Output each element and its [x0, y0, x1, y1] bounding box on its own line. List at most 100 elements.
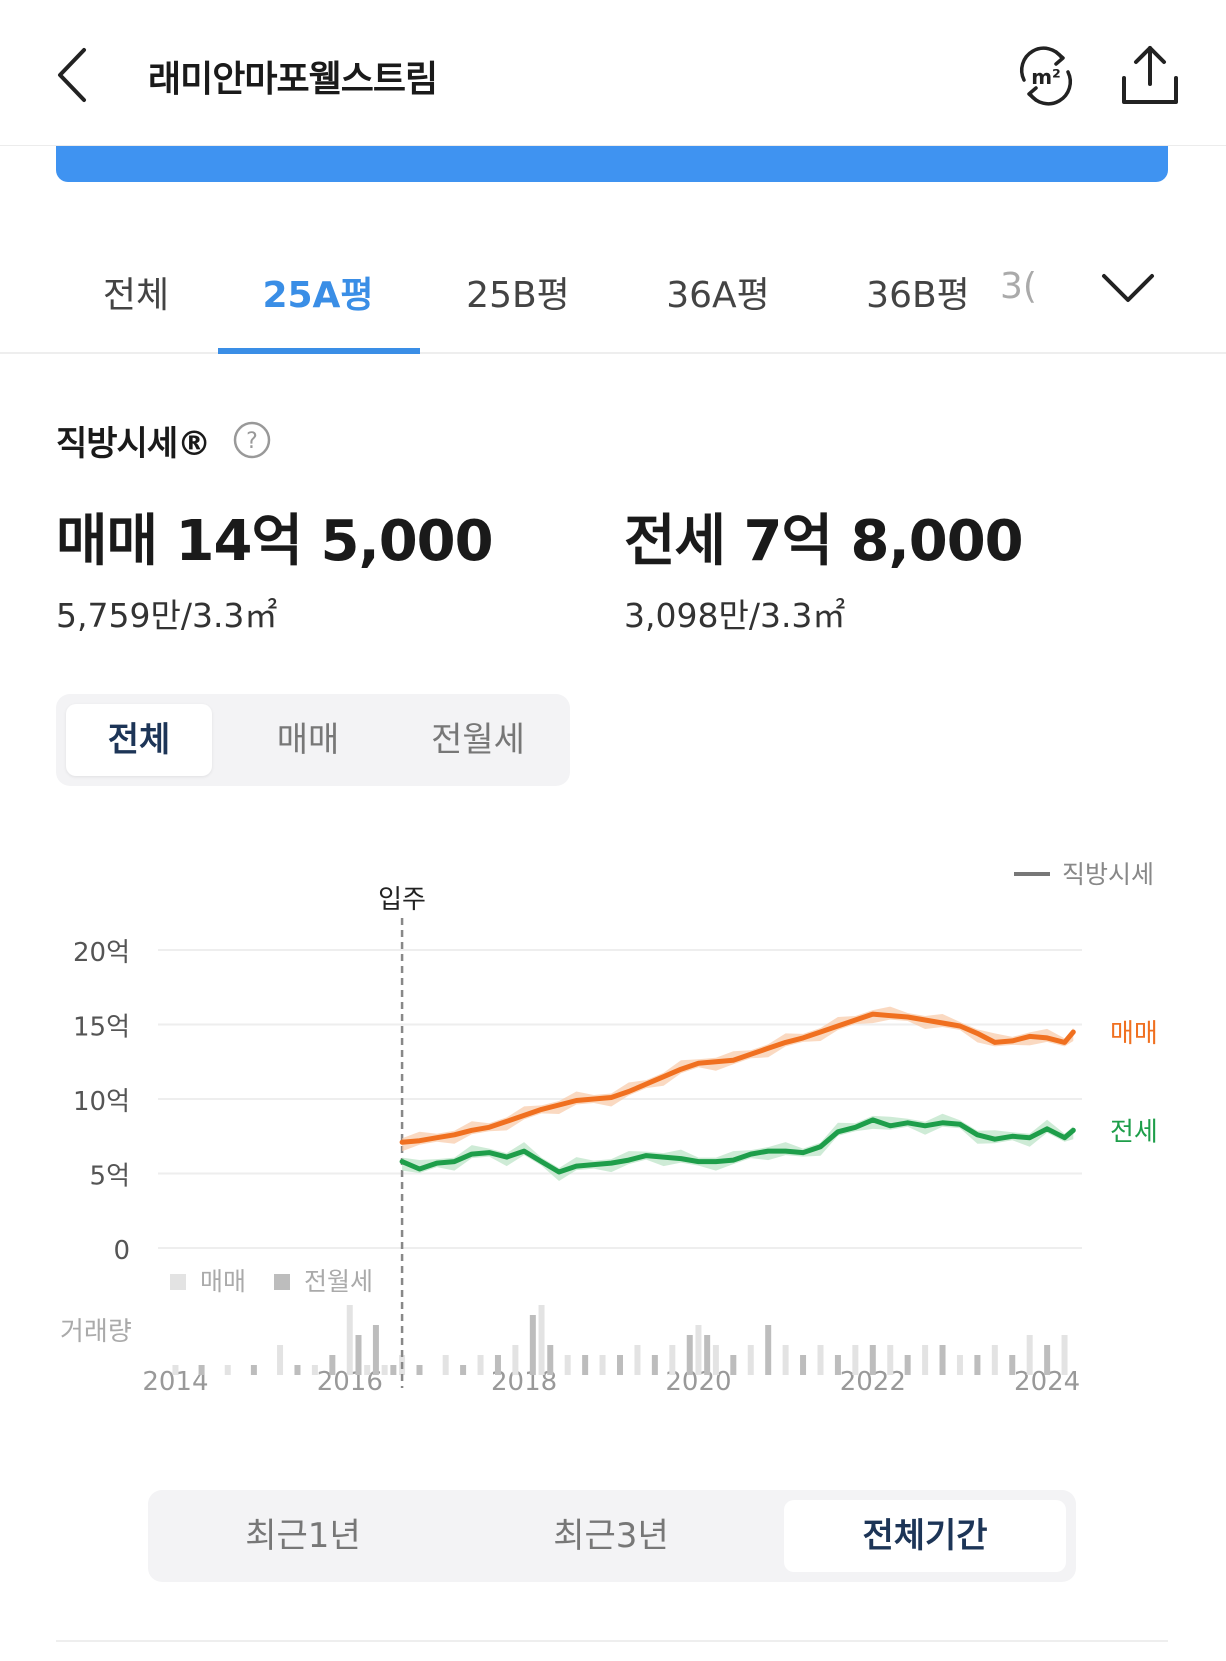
volume-bar [416, 1365, 423, 1375]
volume-bar [372, 1325, 379, 1375]
volume-bar [294, 1365, 301, 1375]
section-title: 직방시세® [56, 424, 211, 464]
period-tab-1y[interactable]: 최근1년 [245, 1516, 361, 1556]
volume-bar [1026, 1335, 1033, 1375]
section-divider [56, 1640, 1168, 1642]
area-unit-toggle-button[interactable]: m² [1012, 42, 1080, 110]
volume-bar [817, 1345, 824, 1375]
volume-bar [390, 1365, 397, 1375]
volume-bar [712, 1345, 719, 1375]
type-tab-all[interactable]: 전체 [66, 704, 212, 776]
series-label-sale: 매매 [1110, 1019, 1158, 1049]
volume-bar [460, 1365, 467, 1375]
volume-bar [634, 1345, 641, 1375]
volume-bar [747, 1345, 754, 1375]
volume-bar [974, 1355, 981, 1375]
transaction-type-segment: 전체 매매 전월세 [56, 694, 570, 786]
volume-legend-swatch-rent [274, 1274, 290, 1290]
series-line-sale[interactable] [399, 1011, 1076, 1145]
help-button[interactable]: ? [232, 420, 272, 460]
size-tab-36a[interactable]: 36A평 [666, 275, 770, 316]
volume-bar [852, 1345, 859, 1375]
volume-bar [529, 1315, 536, 1375]
series-line-jeonse[interactable] [399, 1117, 1076, 1175]
unit-label: m² [1031, 65, 1061, 89]
promo-banner[interactable] [56, 146, 1168, 182]
share-button[interactable] [1116, 40, 1184, 112]
volume-bar [477, 1355, 484, 1375]
volume-bar [991, 1345, 998, 1375]
sale-price: 매매 14억 5,000 [56, 509, 494, 574]
legend-label: 직방시세 [1062, 860, 1154, 889]
jeonse-price: 전세 7억 8,000 [624, 509, 1024, 574]
volume-bar [956, 1355, 963, 1375]
back-button[interactable] [48, 40, 108, 110]
y-tick-label: 5억 [90, 1162, 130, 1192]
volume-bar [782, 1345, 789, 1375]
size-tab-25a[interactable]: 25A평 [262, 275, 374, 316]
type-tab-sale[interactable]: 매매 [276, 720, 340, 760]
volume-bar [381, 1365, 388, 1375]
chevron-down-icon [1102, 274, 1154, 302]
volume-axis-label: 거래량 [60, 1317, 132, 1347]
volume-bar [442, 1355, 449, 1375]
volume-bar [939, 1345, 946, 1375]
volume-bar [364, 1365, 371, 1375]
volume-bar [277, 1345, 284, 1375]
y-tick-label: 10억 [73, 1087, 130, 1117]
volume-legend-label-rent: 전월세 [304, 1267, 373, 1296]
volume-bar [834, 1355, 841, 1375]
volume-bar [582, 1355, 589, 1375]
jeonse-price-per-area: 3,098만/3.3㎡ [624, 596, 846, 635]
active-tab-indicator [218, 348, 420, 354]
volume-bar [250, 1365, 257, 1375]
volume-bar [730, 1355, 737, 1375]
volume-bar [765, 1325, 772, 1375]
volume-bar [1009, 1355, 1016, 1375]
volume-bar [538, 1305, 545, 1375]
expand-tabs-button[interactable] [1098, 262, 1158, 312]
size-tab-all[interactable]: 전체 [102, 275, 170, 316]
area-unit-toggle-icon: m² [1020, 46, 1072, 106]
volume-bar [224, 1365, 231, 1375]
series-band-jeonse [402, 1113, 1074, 1181]
size-tab-25b[interactable]: 25B평 [466, 275, 570, 316]
move-in-marker-label: 입주 [378, 885, 426, 915]
volume-bar [172, 1365, 179, 1375]
series-label-jeonse: 전세 [1110, 1117, 1158, 1147]
period-tab-all[interactable]: 전체기간 [784, 1500, 1066, 1572]
volume-bar [800, 1355, 807, 1375]
volume-bar [887, 1345, 894, 1375]
page-title: 래미안마포웰스트림 [148, 59, 438, 100]
volume-bar [547, 1345, 554, 1375]
volume-bar [329, 1355, 336, 1375]
chevron-left-icon [58, 48, 86, 102]
volume-bar [669, 1345, 676, 1375]
volume-bar [704, 1335, 711, 1375]
sale-price-per-area: 5,759만/3.3㎡ [56, 596, 278, 635]
sale-price-block: 매매 14억 5,000 5,759만/3.3㎡ [56, 496, 494, 637]
volume-bar [686, 1335, 693, 1375]
size-tab-36b[interactable]: 36B평 [866, 275, 970, 316]
volume-bar [599, 1355, 606, 1375]
share-icon [1122, 46, 1178, 104]
volume-bar [311, 1365, 318, 1375]
volume-bar [355, 1335, 362, 1375]
y-tick-label: 20억 [73, 938, 130, 968]
volume-bar [869, 1345, 876, 1375]
x-tick-label: 2018 [491, 1367, 557, 1397]
volume-bar [198, 1365, 205, 1375]
volume-bar [512, 1345, 519, 1375]
size-tab-next[interactable]: 3( [1000, 266, 1037, 307]
type-tab-rent[interactable]: 전월세 [431, 720, 525, 760]
period-tab-3y[interactable]: 최근3년 [553, 1516, 669, 1556]
volume-bar [922, 1345, 929, 1375]
question-circle-icon: ? [233, 421, 271, 459]
volume-bar [904, 1355, 911, 1375]
volume-bar [346, 1305, 353, 1375]
volume-bar [1061, 1335, 1068, 1375]
period-segment: 최근1년 최근3년 전체기간 [148, 1490, 1076, 1582]
volume-bar [651, 1355, 658, 1375]
volume-bar [564, 1355, 571, 1375]
